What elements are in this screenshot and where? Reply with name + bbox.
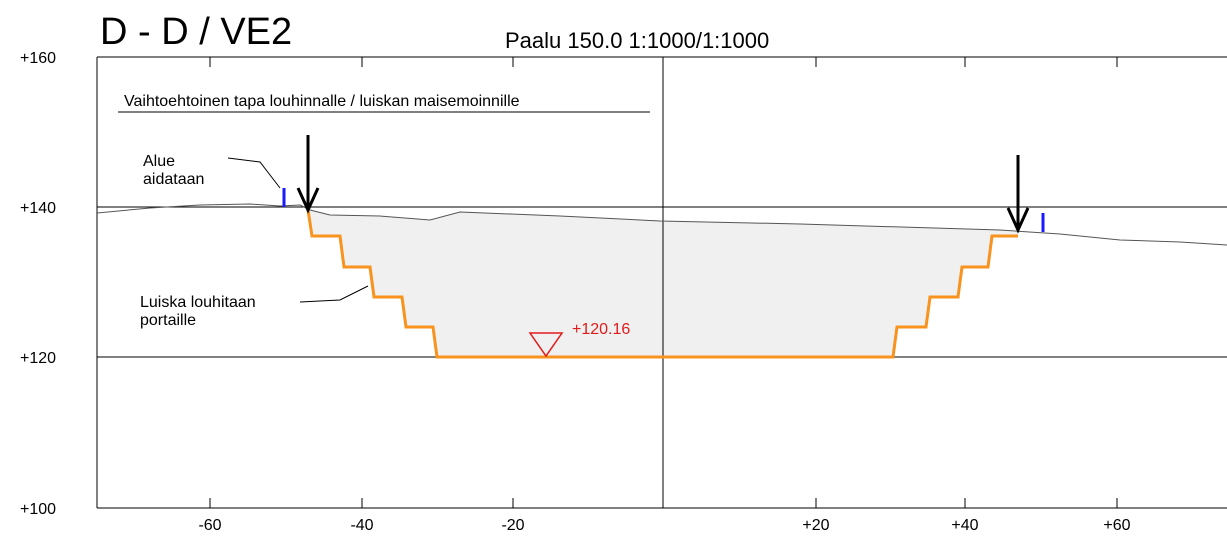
subtitle: Paalu 150.0 1:1000/1:1000 xyxy=(505,28,769,53)
leader xyxy=(299,285,369,303)
title: D - D / VE2 xyxy=(100,11,292,53)
level-label: +120.16 xyxy=(572,321,630,338)
x-tick-label: -40 xyxy=(350,517,373,534)
x-tick-label: +60 xyxy=(1103,517,1130,534)
leader xyxy=(227,157,281,189)
x-tick-label: +40 xyxy=(951,517,978,534)
y-tick-label: +160 xyxy=(20,50,56,67)
slope-label: Luiska louhitaan xyxy=(140,294,256,311)
tick-marks xyxy=(209,57,1118,508)
x-tick-label: -20 xyxy=(501,517,524,534)
level-marker xyxy=(528,332,564,358)
y-tick-label: +120 xyxy=(20,350,56,367)
ground-line xyxy=(96,203,1227,246)
fence-label: aidataan xyxy=(143,171,204,188)
note: Vaihtoehtoinen tapa louhinnalle / luiska… xyxy=(124,93,520,110)
x-tick-label: -60 xyxy=(198,517,221,534)
slope-label: portaille xyxy=(140,312,196,329)
x-tick-label: +20 xyxy=(802,517,829,534)
fence-label: Alue xyxy=(143,153,175,170)
y-tick-label: +100 xyxy=(20,501,56,518)
arrows xyxy=(296,135,1030,234)
excavation-line xyxy=(306,209,1018,359)
y-tick-label: +140 xyxy=(20,200,56,217)
